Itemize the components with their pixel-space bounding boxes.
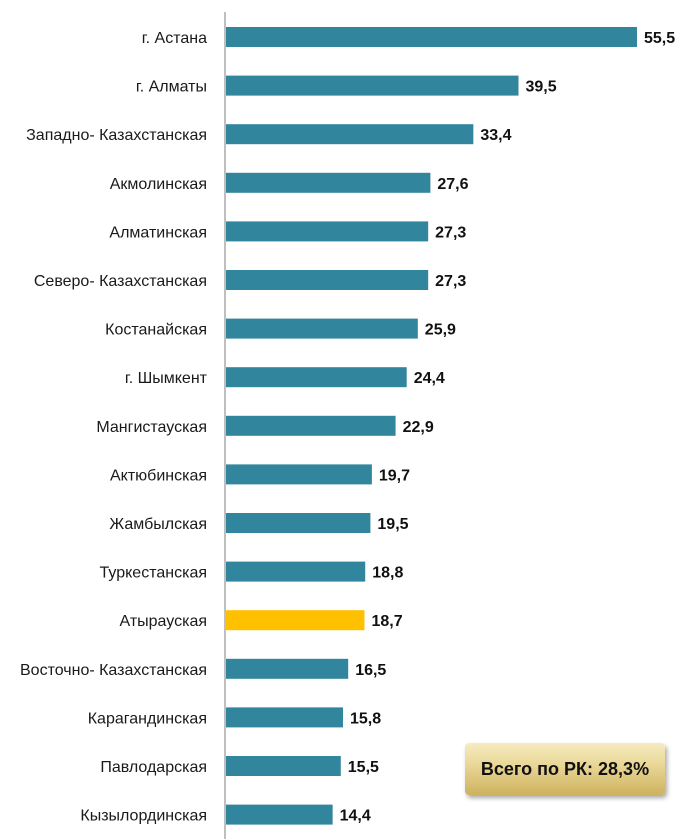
bar (226, 658, 349, 679)
bar (226, 707, 344, 728)
value-label: 24,4 (414, 370, 445, 387)
value-label: 27,6 (437, 176, 468, 193)
bar (226, 124, 474, 145)
bar (226, 367, 407, 388)
value-label: 14,4 (340, 808, 371, 825)
value-label: 19,7 (379, 467, 410, 484)
category-label: Жамбылская (109, 516, 207, 533)
bar (226, 172, 431, 193)
category-label: г. Астана (142, 30, 207, 47)
value-label: 15,5 (348, 759, 379, 776)
bar (226, 561, 366, 582)
value-label: 22,9 (403, 419, 434, 436)
category-label: Актюбинская (110, 467, 207, 484)
bar (226, 415, 396, 436)
value-label: 18,8 (372, 565, 403, 582)
value-label: 39,5 (526, 79, 557, 96)
category-label: Северо- Казахстанская (34, 273, 207, 290)
value-label: 27,3 (435, 224, 466, 241)
bar (226, 27, 637, 47)
value-label: 25,9 (425, 322, 456, 339)
value-label: 18,7 (371, 613, 402, 630)
category-label: Западно- Казахстанская (26, 127, 207, 144)
category-label: Мангистауская (96, 419, 207, 436)
category-label: Атырауская (120, 613, 208, 630)
bar (226, 464, 372, 485)
bars-group: г. Астана 55,5 г. Алматы 39,5 Западно- Казах… (20, 27, 675, 825)
total-badge: Всего по РК: 28,3% (465, 743, 665, 795)
bar (226, 221, 429, 242)
category-label: Акмолинская (110, 176, 207, 193)
category-label: г. Алматы (136, 79, 207, 96)
bar (226, 75, 519, 96)
value-label: 16,5 (355, 662, 386, 679)
bar (226, 513, 371, 533)
category-label: Туркестанская (100, 565, 207, 582)
value-label: 55,5 (644, 30, 675, 47)
bar (226, 270, 429, 290)
value-label: 33,4 (480, 127, 511, 144)
category-label: Кызылординская (80, 808, 207, 825)
bar (226, 610, 365, 631)
category-label: Павлодарская (100, 759, 207, 776)
value-label: 19,5 (377, 516, 408, 533)
total-badge-label: Всего по РК: 28,3% (480, 758, 650, 779)
bar (226, 756, 341, 776)
category-label: Карагандинская (88, 710, 207, 727)
category-label: Восточно- Казахстанская (20, 662, 207, 679)
category-label: г. Шымкент (125, 370, 208, 387)
bar (226, 804, 333, 825)
category-label: Костанайская (105, 322, 207, 339)
value-label: 27,3 (435, 273, 466, 290)
bar (226, 318, 418, 339)
category-label: Алматинская (109, 224, 207, 241)
value-label: 15,8 (350, 710, 381, 727)
